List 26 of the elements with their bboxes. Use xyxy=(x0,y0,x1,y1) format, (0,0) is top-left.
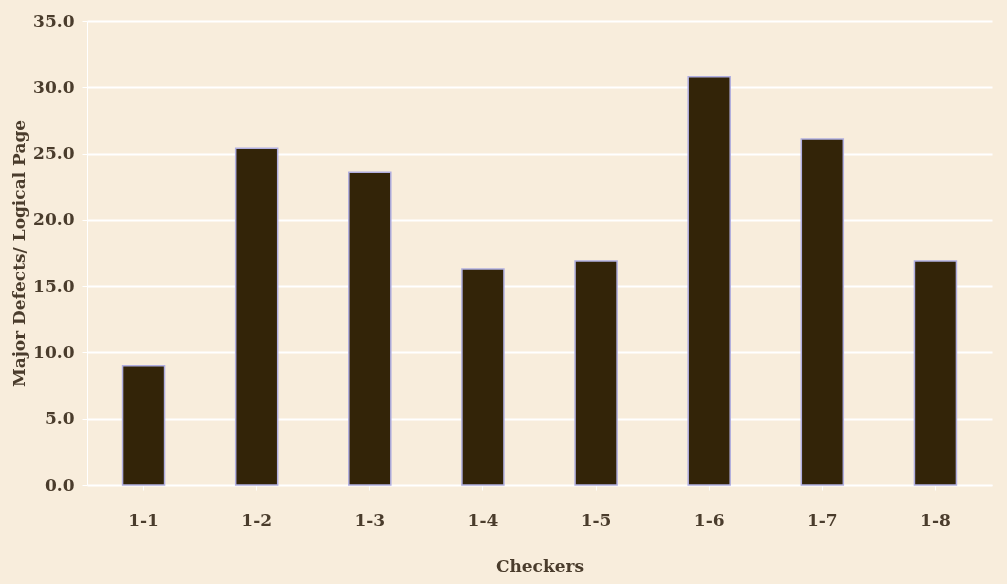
bar xyxy=(121,364,166,486)
bar xyxy=(913,260,958,486)
y-tick-label: 20.0 xyxy=(33,209,75,230)
y-axis-title: Major Defects/ Logical Page xyxy=(9,119,30,388)
y-tick-label: 10.0 xyxy=(33,341,75,362)
x-tick-label: 1-4 xyxy=(467,509,499,530)
bar xyxy=(800,138,845,486)
bar xyxy=(234,147,279,486)
x-tick-label: 1-1 xyxy=(128,509,159,530)
bar xyxy=(574,260,618,486)
bar xyxy=(348,171,392,486)
x-tick-label: 1-6 xyxy=(693,509,725,530)
bar xyxy=(461,268,505,486)
y-tick-label: 5.0 xyxy=(44,408,75,429)
x-axis-title: Checkers xyxy=(495,555,585,576)
x-tick-label: 1-3 xyxy=(354,509,386,530)
y-tick-label: 30.0 xyxy=(33,76,75,97)
y-tick-label: 0.0 xyxy=(44,474,75,495)
x-tick-label: 1-7 xyxy=(806,509,838,530)
y-tick-label: 15.0 xyxy=(33,275,75,296)
bar xyxy=(687,75,731,486)
y-tick-label: 25.0 xyxy=(33,143,75,164)
y-tick-label: 35.0 xyxy=(33,10,75,31)
x-tick-label: 1-5 xyxy=(580,509,612,530)
x-tick-label: 1-2 xyxy=(241,509,273,530)
x-tick-label: 1-8 xyxy=(920,509,951,530)
